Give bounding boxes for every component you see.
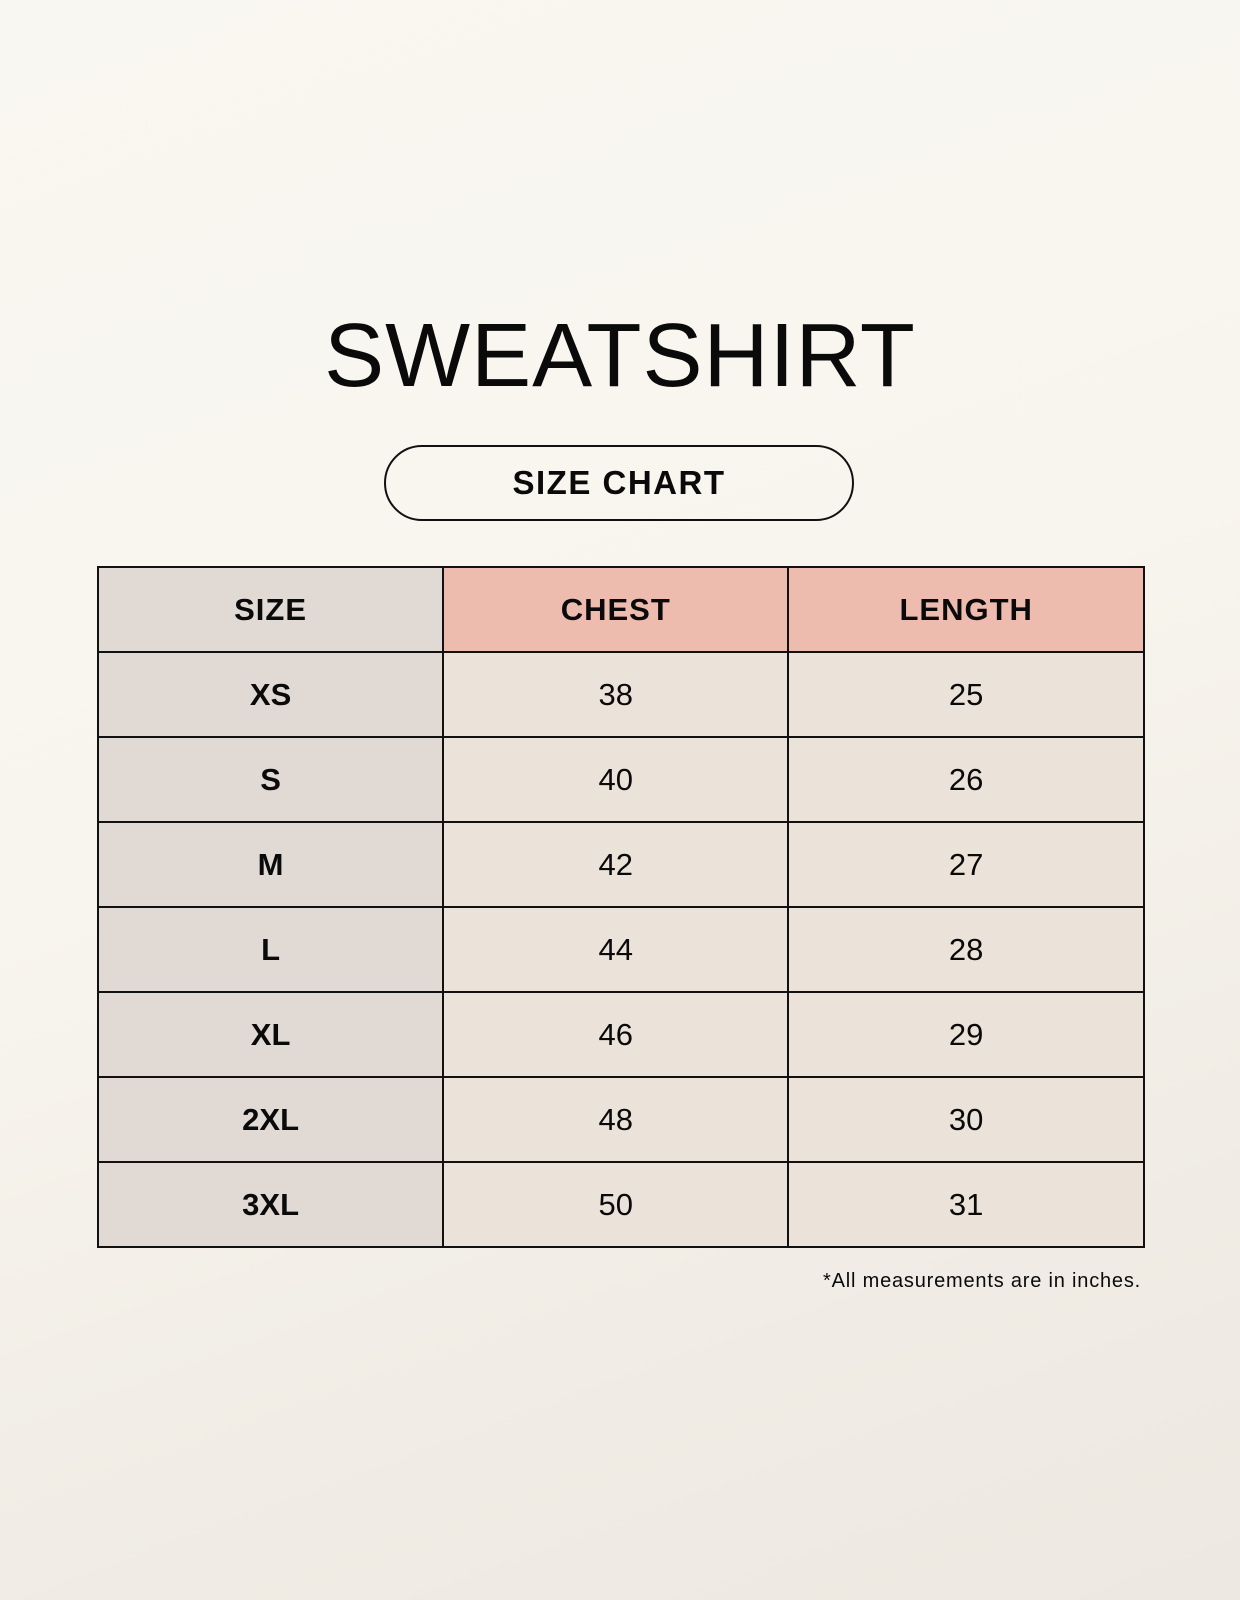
cell-length: 31 [787,1161,1145,1248]
cell-size: 3XL [96,1161,445,1248]
cell-chest: 42 [442,821,790,908]
cell-chest: 50 [442,1161,790,1248]
cell-size: S [96,736,445,823]
table-row: M 42 27 [96,821,1145,908]
table-row: S 40 26 [96,736,1145,823]
cell-length: 27 [787,821,1145,908]
cell-size: L [96,906,445,993]
cell-size: M [96,821,445,908]
cell-length: 26 [787,736,1145,823]
table-row: XS 38 25 [96,651,1145,738]
cell-size: XL [96,991,445,1078]
header-chest: CHEST [442,566,790,653]
footnote: *All measurements are in inches. [823,1270,1141,1292]
cell-chest: 44 [442,906,790,993]
cell-chest: 38 [442,651,790,738]
size-table: SIZE CHEST LENGTH XS 38 25 S 40 26 M 42 27 L 44 28 X… [96,566,1145,1248]
cell-size: 2XL [96,1076,445,1163]
cell-chest: 48 [442,1076,790,1163]
cell-size: XS [96,651,445,738]
size-chart-badge: SIZE CHART [384,445,854,521]
table-row: 2XL 48 30 [96,1076,1145,1163]
table-header-row: SIZE CHEST LENGTH [96,566,1145,653]
header-size: SIZE [96,566,445,653]
table-row: 3XL 50 31 [96,1161,1145,1248]
cell-chest: 40 [442,736,790,823]
cell-length: 30 [787,1076,1145,1163]
cell-chest: 46 [442,991,790,1078]
table-row: L 44 28 [96,906,1145,993]
cell-length: 28 [787,906,1145,993]
cell-length: 25 [787,651,1145,738]
header-length: LENGTH [787,566,1145,653]
cell-length: 29 [787,991,1145,1078]
table-row: XL 46 29 [96,991,1145,1078]
page-title: SWEATSHIRT [324,306,916,406]
